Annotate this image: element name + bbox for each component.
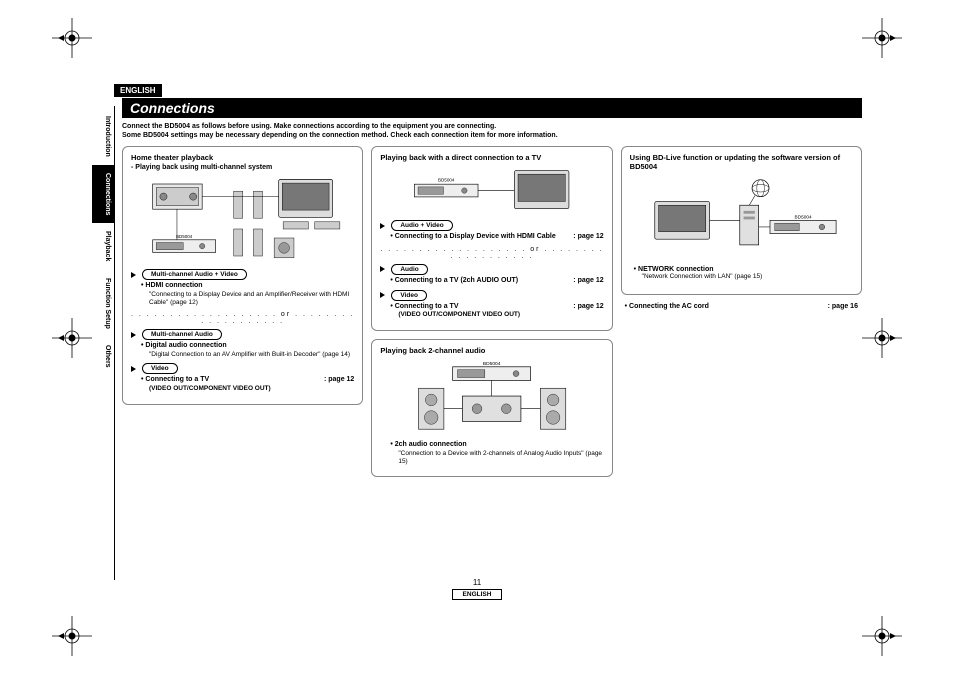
card-title: Using BD-Live function or updating the s… <box>630 153 853 171</box>
pill-audio-video: Audio + Video <box>391 220 452 231</box>
tab-playback: Playback <box>92 223 114 269</box>
pill-row: Multi-channel Audio <box>131 329 354 340</box>
tab-others: Others <box>92 337 114 376</box>
diagram-network: BD5004 <box>630 175 853 260</box>
columns: Home theater playback - Playing back usi… <box>122 146 862 485</box>
arrow-icon <box>380 266 385 272</box>
margin-rule <box>114 106 115 580</box>
arrow-icon <box>131 272 136 278</box>
entry-desc: "Network Connection with LAN" (page 15) <box>642 273 849 280</box>
entry-digital-audio: • Digital audio connection "Digital Conn… <box>141 342 354 359</box>
arrow-icon <box>380 292 385 298</box>
content-area: Connections Connect the BD5004 as follow… <box>122 98 862 485</box>
entry-title: • 2ch audio connection <box>390 441 466 448</box>
entry-tv: • Connecting to a TV : page 12 (VIDEO OU… <box>141 376 354 394</box>
pill-video: Video <box>142 363 178 374</box>
registration-mark <box>862 318 902 358</box>
col-home-theater: Home theater playback - Playing back usi… <box>122 146 363 485</box>
pill-row: Video <box>380 290 603 301</box>
registration-mark <box>862 18 902 58</box>
or-separator: . . . . . . . . . . . . . . . . . . . or… <box>131 311 354 325</box>
card-direct-tv: Playing back with a direct connection to… <box>371 146 612 331</box>
page-footer: 11 ENGLISH <box>92 578 862 600</box>
pill-multichannel-audio: Multi-channel Audio <box>142 329 222 340</box>
entry-title: • Connecting to a Display Device with HD… <box>390 233 555 242</box>
svg-text:BD5004: BD5004 <box>794 215 811 221</box>
arrow-icon <box>131 332 136 338</box>
page-area: ENGLISH Introduction Connections Playbac… <box>92 54 862 620</box>
entry-title: • NETWORK connection <box>634 266 714 273</box>
entry-title: • Digital audio connection <box>141 342 227 349</box>
pill-audio: Audio <box>391 264 427 275</box>
intro-text: Connect the BD5004 as follows before usi… <box>122 122 862 140</box>
card-subtitle: - Playing back using multi-channel syste… <box>131 164 354 171</box>
entry-display-hdmi: • Connecting to a Display Device with HD… <box>390 233 603 242</box>
arrow-icon <box>131 366 136 372</box>
card-bdlive: Using BD-Live function or updating the s… <box>621 146 862 295</box>
card-title: Playing back with a direct connection to… <box>380 153 603 162</box>
diagram-2ch: BD5004 <box>380 359 603 437</box>
entry-title: • Connecting the AC cord <box>625 303 709 310</box>
intro-line1: Connect the BD5004 as follows before usi… <box>122 123 496 130</box>
entry-desc: "Connection to a Device with 2-channels … <box>398 450 603 466</box>
col-direct-tv: Playing back with a direct connection to… <box>371 146 612 485</box>
entry-ac-cord: • Connecting the AC cord : page 16 <box>625 303 858 310</box>
tab-introduction: Introduction <box>92 108 114 165</box>
entry-title: • Connecting to a TV (2ch AUDIO OUT) <box>390 277 518 286</box>
section-tabs: Introduction Connections Playback Functi… <box>92 108 114 375</box>
entry-desc: "Connecting to a Display Device and an A… <box>149 291 354 307</box>
entry-hdmi: • HDMI connection "Connecting to a Displ… <box>141 282 354 307</box>
or-separator: . . . . . . . . . . . . . . . . . . . or… <box>380 246 603 260</box>
col-bdlive: Using BD-Live function or updating the s… <box>621 146 862 485</box>
entry-tv-2ch: • Connecting to a TV (2ch AUDIO OUT) : p… <box>390 277 603 286</box>
entry-title: • HDMI connection <box>141 282 203 289</box>
registration-mark <box>52 616 92 656</box>
arrow-icon <box>380 223 385 229</box>
language-badge-top: ENGLISH <box>114 84 162 97</box>
page-ref: : page 12 <box>573 233 603 242</box>
page-ref: : page 16 <box>828 303 858 310</box>
intro-line2: Some BD5004 settings may be necessary de… <box>122 132 558 139</box>
registration-mark <box>52 18 92 58</box>
entry-sub: (VIDEO OUT/COMPONENT VIDEO OUT) <box>149 385 271 392</box>
card-home-theater: Home theater playback - Playing back usi… <box>122 146 363 404</box>
tab-connections: Connections <box>92 165 114 223</box>
entry-2ch: • 2ch audio connection "Connection to a … <box>390 441 603 466</box>
tab-function-setup: Function Setup <box>92 270 114 337</box>
entry-sub: (VIDEO OUT/COMPONENT VIDEO OUT) <box>398 311 520 318</box>
registration-mark <box>862 616 902 656</box>
entry-network: • NETWORK connection "Network Connection… <box>634 266 849 280</box>
page-ref: : page 12 <box>573 303 603 312</box>
pill-multichannel-av: Multi-channel Audio + Video <box>142 269 247 280</box>
pill-row: Audio + Video <box>380 220 603 231</box>
pill-video: Video <box>391 290 427 301</box>
svg-text:BD5004: BD5004 <box>483 361 501 367</box>
diagram-home-theater: BD5004 <box>131 175 354 265</box>
entry-title: • Connecting to a TV <box>390 303 458 312</box>
pill-row: Multi-channel Audio + Video <box>131 269 354 280</box>
entry-tv-video: • Connecting to a TV : page 12 (VIDEO OU… <box>390 303 603 321</box>
language-badge-bottom: ENGLISH <box>452 589 503 600</box>
section-title: Connections <box>122 98 862 118</box>
svg-text:BD5004: BD5004 <box>176 234 193 239</box>
svg-text:BD5004: BD5004 <box>438 178 455 183</box>
page-number: 11 <box>92 578 862 587</box>
entry-title: • Connecting to a TV <box>141 376 209 385</box>
pill-row: Audio <box>380 264 603 275</box>
registration-mark <box>52 318 92 358</box>
card-2ch-audio: Playing back 2-channel audio BD5004 <box>371 339 612 477</box>
pill-row: Video <box>131 363 354 374</box>
page-ref: : page 12 <box>573 277 603 286</box>
page-ref: : page 12 <box>324 376 354 385</box>
diagram-direct-tv: BD5004 <box>380 166 603 216</box>
entry-desc: "Digital Connection to an AV Amplifier w… <box>149 351 354 359</box>
card-title: Home theater playback <box>131 153 354 162</box>
card-title: Playing back 2-channel audio <box>380 346 603 355</box>
